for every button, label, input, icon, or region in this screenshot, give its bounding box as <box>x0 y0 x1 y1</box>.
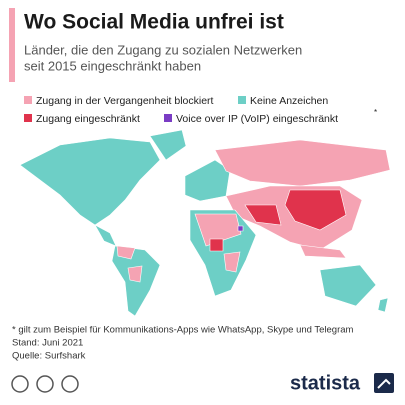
legend-swatch <box>164 114 172 122</box>
world-map <box>19 129 391 317</box>
legend-footnote-mark: * <box>374 108 377 117</box>
by-icon <box>36 375 54 393</box>
nd-icon <box>61 375 79 393</box>
legend-label: Voice over IP (VoIP) eingeschränkt <box>176 113 338 125</box>
legend-label: Zugang eingeschränkt <box>36 113 140 125</box>
map-region <box>223 251 241 273</box>
map-region <box>214 139 391 187</box>
brand-icon-mark <box>377 378 391 389</box>
legend-swatch <box>24 96 32 104</box>
subtitle: seit 2015 eingeschränkt haben <box>24 58 201 73</box>
map-region <box>319 264 377 307</box>
legend-swatch <box>238 96 246 104</box>
map-region <box>149 129 187 161</box>
title: Wo Social Media unfrei ist <box>24 11 284 34</box>
footnote: * gilt zum Beispiel für Kommunikations-A… <box>12 325 354 336</box>
legend: Zugang in der Vergangenheit blockiert Ke… <box>24 95 377 125</box>
map-region <box>284 189 347 231</box>
map-region <box>237 225 244 232</box>
source: Quelle: Surfshark <box>12 351 86 362</box>
legend-swatch <box>24 114 32 122</box>
map-region <box>244 204 282 226</box>
map-region <box>116 245 136 260</box>
map-region <box>377 297 389 313</box>
brand-logo: statista <box>290 372 361 394</box>
map-region <box>209 238 224 252</box>
map-region <box>19 137 161 226</box>
legend-label: Keine Anzeichen <box>250 95 328 107</box>
cc-icon <box>11 375 29 393</box>
map-region <box>194 213 242 247</box>
license-icons <box>11 375 79 393</box>
map-region <box>127 265 143 283</box>
accent-bar <box>9 8 15 82</box>
stand: Stand: Juni 2021 <box>12 338 83 349</box>
legend-label: Zugang in der Vergangenheit blockiert <box>36 95 214 107</box>
map-region <box>299 244 347 259</box>
subtitle: Länder, die den Zugang zu sozialen Netzw… <box>24 42 302 57</box>
